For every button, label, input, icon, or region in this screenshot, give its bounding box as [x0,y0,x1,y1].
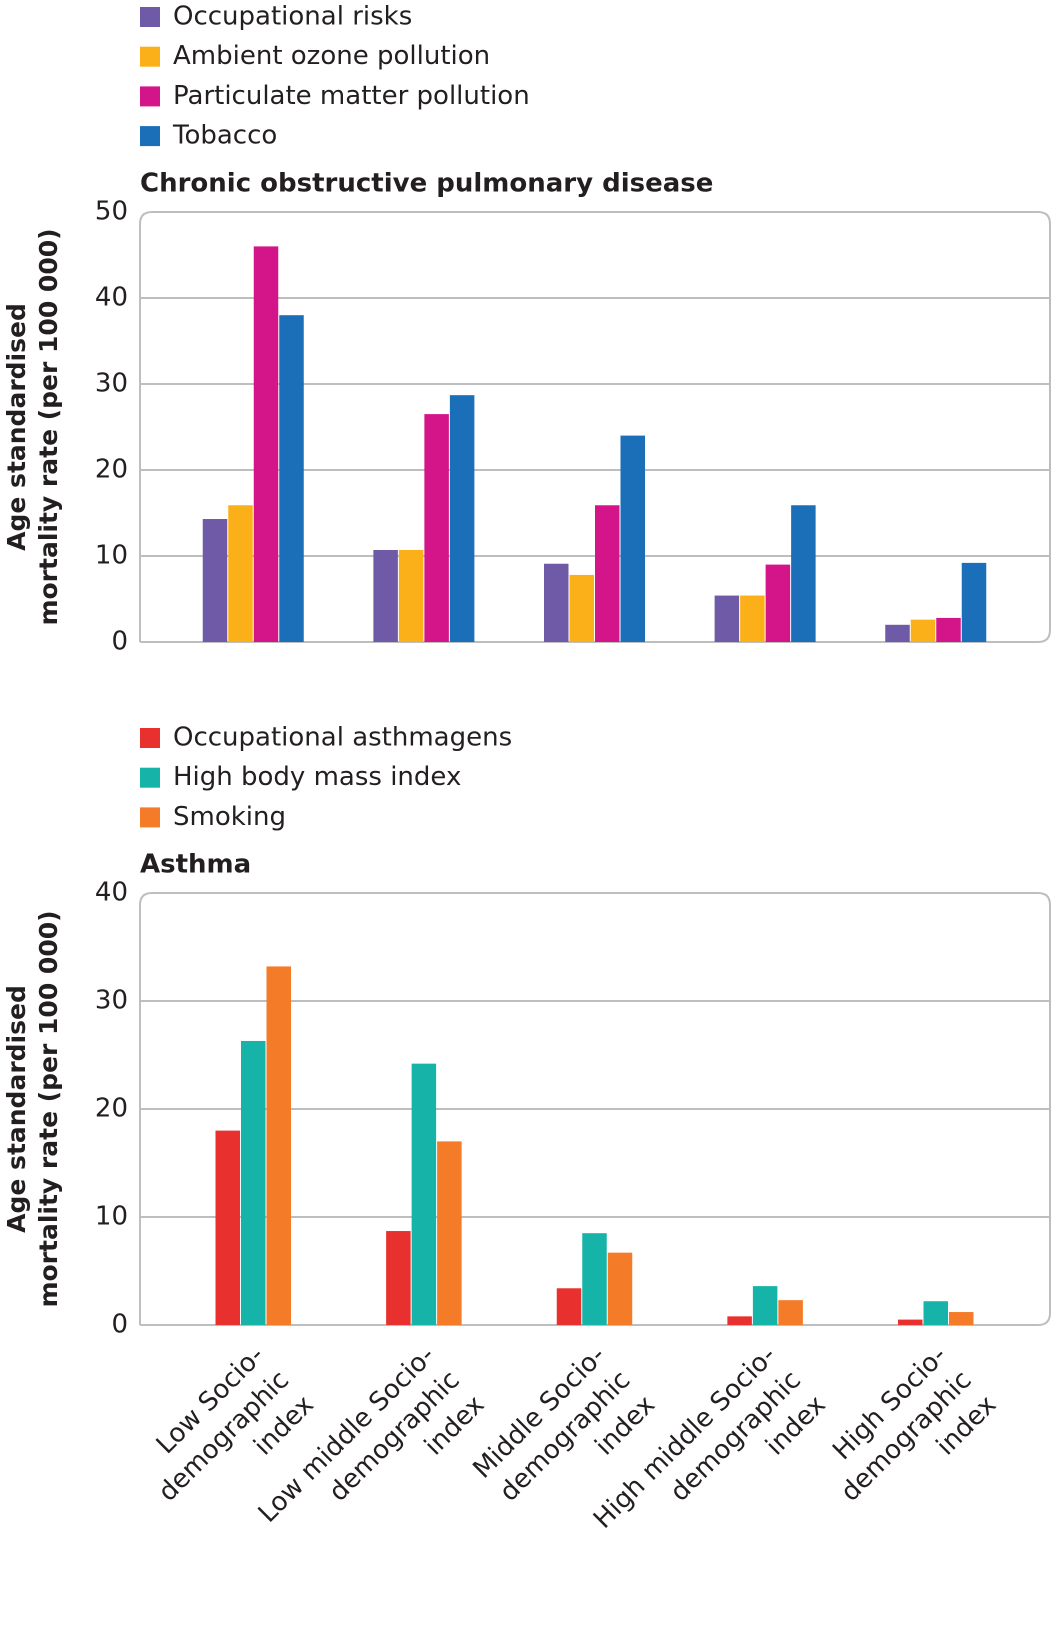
bar [449,395,475,642]
bar [778,1300,803,1325]
bar [386,1231,411,1325]
bar [714,595,740,642]
bar [898,1319,923,1325]
x-tick-label: Low middle Socio-demographicindex [252,1340,490,1578]
bar [727,1316,752,1325]
legend-swatch [140,46,160,67]
y-axis-label: Age standardised mortality rate (per 100 … [2,910,63,1307]
bar [791,505,816,642]
bar [949,1312,974,1325]
y-tick-label: 40 [95,878,128,908]
y-axis-label-line: Age standardised [2,985,31,1233]
legend-label: Ambient ozone pollution [173,41,490,71]
y-tick-label: 30 [95,986,128,1016]
plot-frame [139,211,1051,643]
y-tick-label: 40 [95,283,128,313]
legend-swatch [140,126,160,147]
bar [544,563,569,642]
bar [885,624,910,642]
bar [373,549,398,642]
bar [607,1252,633,1325]
bar [424,414,449,642]
bar [202,519,228,642]
legend-label: Tobacco [172,121,277,151]
bar [253,246,279,642]
y-axis-label-line: mortality rate (per 100 000) [34,228,63,625]
bar [961,562,987,642]
bar [398,549,424,642]
bar [266,966,291,1325]
bar [215,1130,240,1325]
bar [620,435,645,642]
y-tick-label: 50 [95,197,128,227]
bar [228,505,253,642]
bar [740,595,765,642]
bar [437,1141,462,1325]
y-tick-label: 0 [111,627,128,657]
plot-frame [139,892,1051,1326]
y-tick-label: 0 [111,1310,128,1340]
y-tick-label: 10 [95,541,128,571]
y-tick-label: 20 [95,1094,128,1124]
legend-swatch [140,7,160,27]
bar [556,1288,582,1325]
legend-label: High body mass index [173,762,461,792]
bar [752,1286,778,1325]
y-tick-label: 30 [95,369,128,399]
y-axis-label-line: mortality rate (per 100 000) [34,910,63,1307]
bar [936,617,961,642]
y-axis-label: Age standardised mortality rate (per 100 … [2,228,63,625]
legend-swatch [140,728,160,748]
bar [595,505,620,642]
legend-swatch [140,767,160,788]
legend-swatch [140,86,160,107]
legend-label: Occupational risks [173,2,412,32]
legend-label: Smoking [173,802,286,832]
bar [411,1063,437,1325]
y-axis-label-line: Age standardised [2,303,31,551]
bar [923,1301,948,1325]
x-tick-label: High Socio-demographicindex [810,1340,1002,1532]
bar [279,315,304,642]
bar [765,564,791,642]
y-tick-label: 20 [95,455,128,485]
legend-label: Particulate matter pollution [173,81,530,111]
legend-swatch [140,807,160,828]
chart-title: Chronic obstructive pulmonary disease [140,169,713,199]
bar [241,1040,266,1325]
chart-title: Asthma [140,850,251,880]
bar [910,619,936,642]
bar [582,1233,607,1325]
bar [569,574,594,642]
legend-label: Occupational asthmagens [173,723,512,753]
y-tick-label: 10 [95,1202,128,1232]
